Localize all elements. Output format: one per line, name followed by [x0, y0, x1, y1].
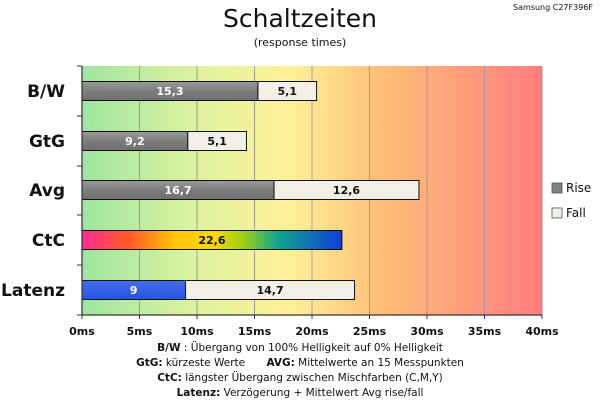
legend-fall-label: Fall [566, 206, 586, 220]
bars [81, 81, 420, 300]
x-tick-label-3: 15ms [238, 325, 272, 338]
legend: Rise Fall [551, 181, 591, 220]
bar-label-2-fall: 12,6 [333, 184, 360, 197]
note-bw: B/W : Übergang von 100% Helligkeit auf 0… [157, 341, 443, 354]
legend-rise-label: Rise [566, 181, 591, 195]
note-gtg-avg: GtG: kürzeste Werte AVG: Mittelwerte an … [136, 357, 464, 369]
category-label-0: B/W [27, 82, 65, 102]
bar-label-1-rise: 9,2 [125, 135, 145, 148]
chart-subtitle: (response times) [254, 36, 347, 49]
x-tick-label-0: 0ms [69, 325, 95, 338]
x-tick-label-8: 40ms [525, 325, 559, 338]
bar-label-4-fall: 14,7 [256, 284, 283, 297]
bar-label-0-fall: 5,1 [278, 85, 298, 98]
bar-label-3-special: 22,6 [198, 234, 225, 247]
x-tick-label-1: 5ms [127, 325, 153, 338]
legend-rise-swatch [551, 182, 563, 194]
note-gtg-text: kürzeste Werte [166, 357, 245, 369]
note-avg-text: Mittelwerte an 15 Messpunkten [298, 357, 464, 369]
note-avg-bold: AVG: [266, 357, 294, 369]
category-label-1: GtG [29, 132, 65, 152]
x-tick-label-7: 35ms [468, 325, 502, 338]
legend-fall-swatch [551, 207, 563, 219]
category-label-2: Avg [29, 181, 65, 201]
bar-label-0-rise: 15,3 [156, 85, 183, 98]
x-tick-label-2: 10ms [180, 325, 214, 338]
x-tick-label-5: 25ms [353, 325, 387, 338]
bar-label-1-fall: 5,1 [207, 135, 227, 148]
note-latenz-text: Verzögerung + Mittelwert Avg rise/fall [224, 387, 424, 399]
note-ctc: CtC: längster Übergang zwischen Mischfar… [157, 371, 443, 384]
x-tick-label-4: 20ms [295, 325, 329, 338]
bar-label-4-special: 9 [130, 284, 138, 297]
category-label-4: Latenz [1, 281, 65, 301]
bar-4-fall [185, 280, 356, 300]
bar-1-fall [187, 131, 247, 151]
bar-2-fall [273, 180, 420, 200]
note-ctc-text: längster Übergang zwischen Mischfarben (… [185, 371, 443, 384]
category-label-3: CtC [32, 231, 65, 251]
category-labels: B/W GtG Avg CtC Latenz [1, 82, 65, 301]
note-latenz-bold: Latenz: [177, 387, 221, 399]
notes: B/W : Übergang von 100% Helligkeit auf 0… [136, 341, 464, 399]
note-gtg-bold: GtG: [136, 357, 162, 369]
chart-title: Schaltzeiten [223, 4, 377, 33]
x-tick-label-6: 30ms [410, 325, 444, 338]
monitor-model: Samsung C27F396F [513, 3, 593, 12]
note-bw-text: : Übergang von 100% Helligkeit auf 0% He… [184, 341, 443, 354]
note-bw-bold: B/W [157, 342, 181, 354]
note-latenz: Latenz: Verzögerung + Mittelwert Avg ris… [177, 387, 424, 399]
bar-0-fall [257, 81, 318, 101]
value-labels: 15,3 5,1 9,2 5,1 16,7 12,6 22,6 9 14,7 [125, 85, 360, 297]
note-ctc-bold: CtC: [157, 372, 182, 384]
x-axis: 0ms 5ms 10ms 15ms 20ms 25ms 30ms 35ms 40ms [69, 65, 559, 338]
bar-label-2-rise: 16,7 [164, 184, 191, 197]
